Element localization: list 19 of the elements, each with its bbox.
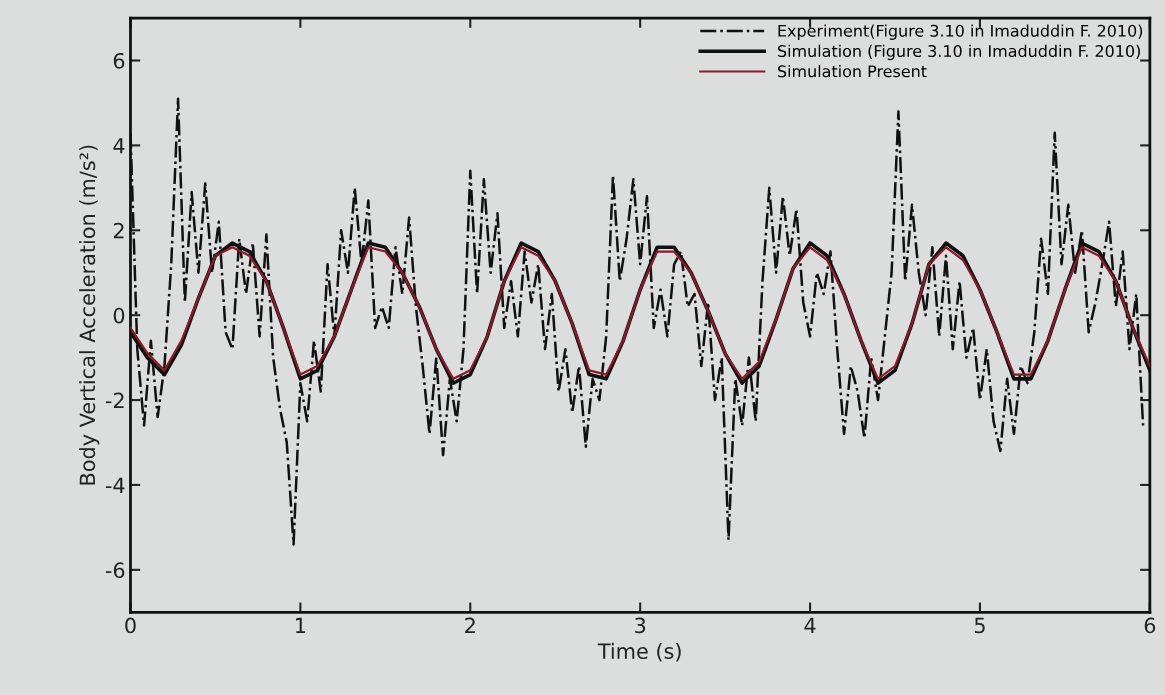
x-axis-title: Time (s) [597,642,681,662]
x-tick-label: 0 [125,617,136,634]
y-axis-title: Body Vertical Acceleration (m/s²) [79,145,100,485]
x-tick-label: 5 [974,617,985,634]
x-tick-label: 3 [635,617,646,634]
legend-label: Simulation (Figure 3.10 in Imaduddin F. 2010) [778,44,1140,61]
y-tick-label: 2 [113,222,124,239]
x-tick-label: 2 [465,617,475,633]
y-tick-label: 6 [113,52,125,69]
x-tick-label: 1 [296,617,306,633]
y-tick-label: 4 [113,138,125,154]
x-tick-label: 6 [1144,617,1156,634]
y-tick-label: 0 [113,307,125,324]
legend-label: Experiment(Figure 3.10 in Imaduddin F. 2010) [778,24,1143,40]
x-tick-label: 4 [804,617,816,633]
y-tick-label: -4 [105,477,125,493]
y-tick-label: -2 [105,392,124,408]
legend-label: Simulation Present [778,64,927,78]
y-tick-label: -6 [105,562,125,579]
